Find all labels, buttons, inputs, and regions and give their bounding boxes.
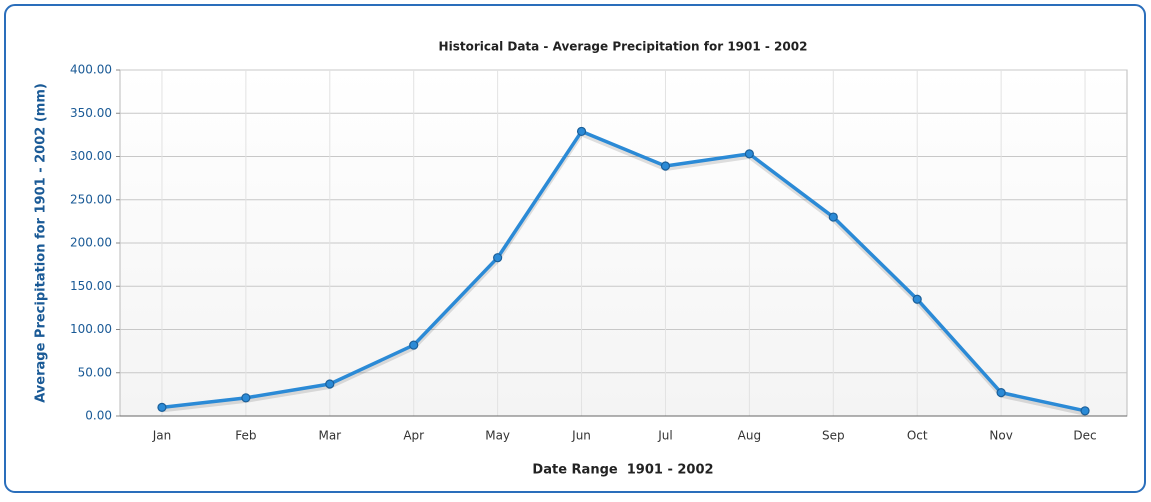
x-axis-title: Date Range 1901 - 2002 [532, 463, 713, 478]
point [241, 393, 251, 403]
x-tick-label: Dec [1073, 429, 1096, 443]
point [157, 402, 167, 412]
y-axis-title: Average Precipitation for 1901 - 2002 (m… [34, 83, 49, 403]
point [996, 388, 1006, 398]
y-tick-label: 100.00 [70, 322, 112, 336]
x-tick-label: Sep [822, 429, 845, 443]
line [161, 129, 1086, 413]
point [325, 379, 335, 389]
x-tick-label: Mar [318, 429, 341, 443]
x-tick-label: Apr [403, 429, 424, 443]
y-tick-label: 400.00 [70, 63, 112, 77]
point [576, 126, 587, 137]
y-tick-label: 300.00 [70, 149, 112, 163]
x-tick-label: May [485, 429, 510, 443]
y-tick-label: 250.00 [70, 192, 112, 206]
point [409, 340, 419, 350]
x-tick-label: Jan [152, 429, 172, 443]
x-tick-label: Aug [738, 429, 761, 443]
y-tick-label: 350.00 [70, 106, 112, 120]
point [1080, 406, 1090, 416]
x-tick-label: Oct [907, 429, 928, 443]
x-tick-label: Feb [235, 429, 256, 443]
point [828, 212, 838, 222]
x-tick-label: Jul [657, 429, 672, 443]
point [912, 294, 922, 304]
y-tick-label: 150.00 [70, 279, 112, 293]
y-tick-label: 50.00 [78, 365, 112, 379]
point [493, 253, 503, 263]
point [660, 161, 671, 171]
x-tick-label: Jun [571, 429, 591, 443]
line-shadow [161, 131, 1086, 416]
point [744, 149, 754, 159]
y-tick-label: 0.00 [85, 409, 112, 423]
x-tick-label: Nov [989, 429, 1012, 443]
y-tick-label: 200.00 [70, 236, 112, 250]
chart-title: Historical Data - Average Precipitation … [439, 40, 808, 54]
